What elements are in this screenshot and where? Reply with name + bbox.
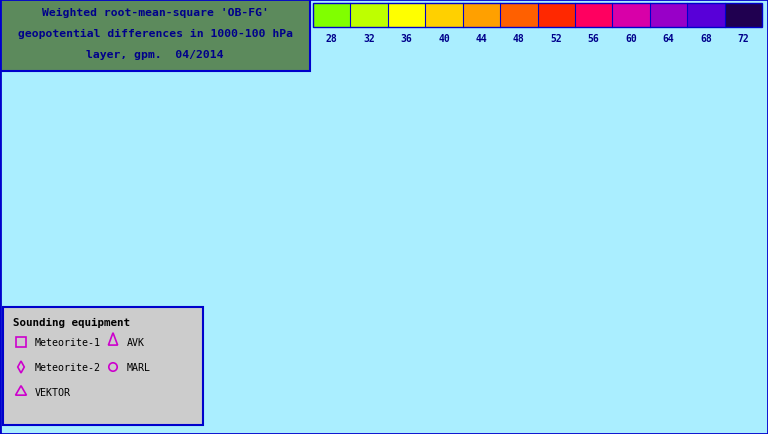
Text: geopotential differences in 1000-100 hPa: geopotential differences in 1000-100 hPa (18, 29, 293, 39)
Text: 36: 36 (401, 34, 412, 44)
Text: layer, gpm.  04/2014: layer, gpm. 04/2014 (86, 50, 223, 60)
Bar (500, 4, 538, 28)
Text: 52: 52 (551, 34, 562, 44)
Bar (462, 4, 500, 28)
Bar (313, 4, 350, 28)
Text: AVK: AVK (127, 337, 145, 347)
Bar (313, 4, 762, 28)
Text: Meteorite-1: Meteorite-1 (35, 337, 101, 347)
Text: VEKTOR: VEKTOR (35, 387, 71, 397)
Bar (650, 4, 687, 28)
Text: 60: 60 (625, 34, 637, 44)
Text: 64: 64 (663, 34, 674, 44)
Text: Sounding equipment: Sounding equipment (13, 317, 130, 327)
Bar (687, 4, 724, 28)
Bar (724, 4, 762, 28)
Text: Weighted root-mean-square 'OB-FG': Weighted root-mean-square 'OB-FG' (41, 8, 269, 18)
Bar (0, 0, 310, 72)
Text: 40: 40 (438, 34, 450, 44)
Text: 32: 32 (363, 34, 375, 44)
Text: 48: 48 (513, 34, 525, 44)
Text: 56: 56 (588, 34, 600, 44)
Bar (350, 4, 388, 28)
Bar (575, 4, 612, 28)
Bar (3, 307, 203, 425)
Text: Meteorite-2: Meteorite-2 (35, 362, 101, 372)
Bar (538, 4, 575, 28)
Text: 68: 68 (700, 34, 712, 44)
Bar (612, 4, 650, 28)
Text: MARL: MARL (127, 362, 151, 372)
Text: 28: 28 (326, 34, 338, 44)
Bar (425, 4, 462, 28)
Text: 72: 72 (737, 34, 749, 44)
Bar (16, 338, 25, 347)
Text: 44: 44 (475, 34, 487, 44)
Bar (388, 4, 425, 28)
